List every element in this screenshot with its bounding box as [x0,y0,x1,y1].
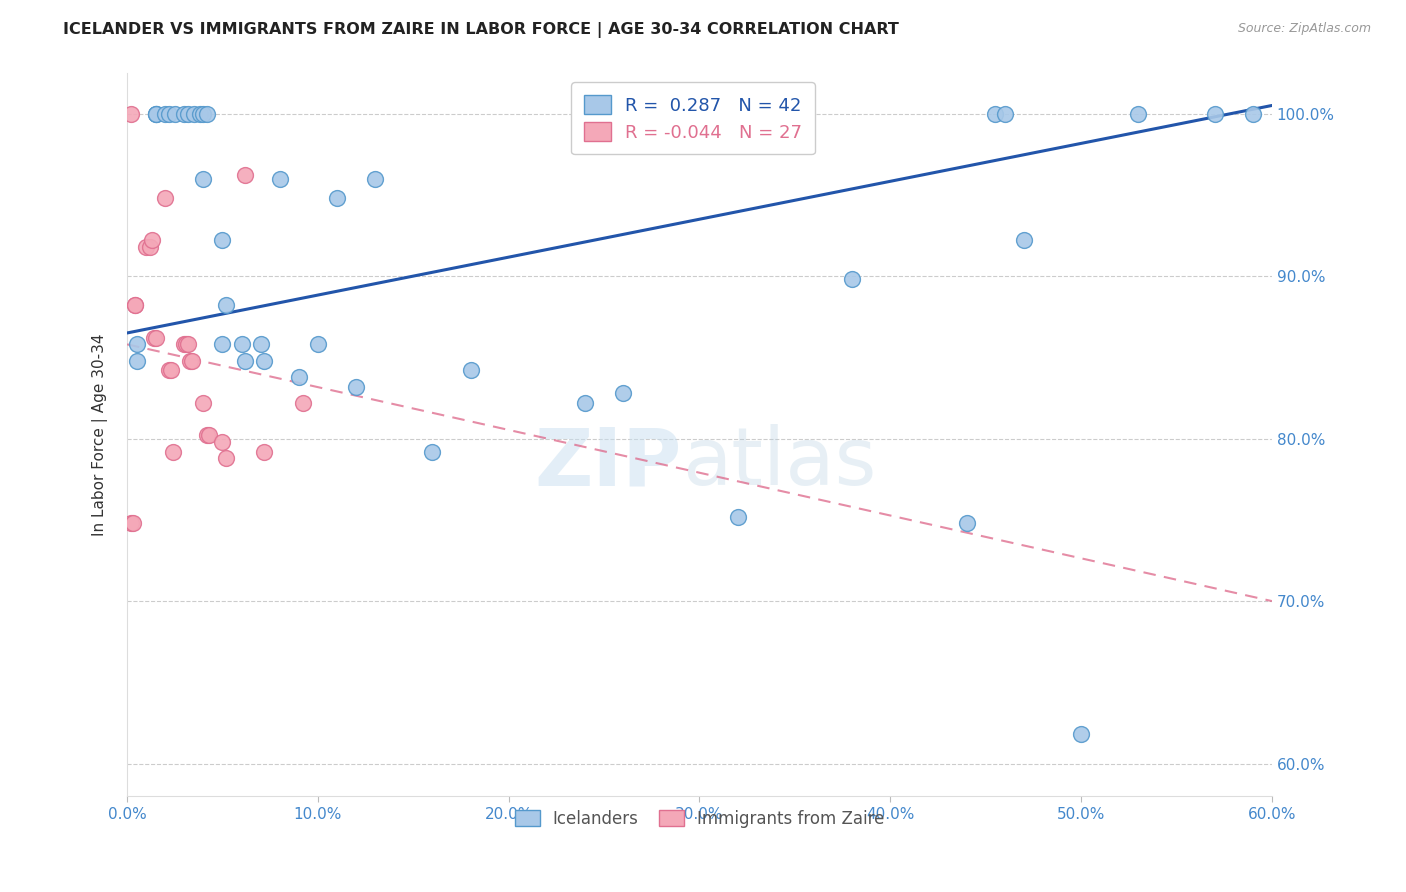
Point [1012,233,1035,247]
Point [121,516,143,530]
Point [162,444,184,458]
Point [141,233,163,247]
Point [195,428,218,442]
Point [135,240,157,254]
Point [145,106,167,120]
Point [120,516,142,530]
Point [177,337,200,351]
Y-axis label: In Labor Force | Age 30-34: In Labor Force | Age 30-34 [93,334,108,536]
Point [307,337,329,351]
Point [344,379,367,393]
Text: ZIP: ZIP [534,425,682,502]
Point [124,298,146,312]
Point [326,191,349,205]
Legend: Icelanders, Immigrants from Zaire: Icelanders, Immigrants from Zaire [508,804,891,835]
Point [460,363,482,377]
Point [235,353,257,368]
Point [288,369,311,384]
Point [198,428,221,442]
Point [157,106,180,120]
Point [291,396,314,410]
Point [422,444,444,458]
Point [1241,106,1264,120]
Point [125,337,148,351]
Point [364,171,387,186]
Point [177,106,200,120]
Point [193,396,215,410]
Point [173,337,195,351]
Point [183,106,205,120]
Point [181,353,204,368]
Point [253,353,276,368]
Point [253,444,276,458]
Point [231,337,253,351]
Point [574,396,596,410]
Point [249,337,271,351]
Point [211,434,233,449]
Point [179,353,201,368]
Point [841,272,863,286]
Point [174,337,197,351]
Point [160,363,183,377]
Point [173,106,195,120]
Point [215,451,238,466]
Point [269,171,291,186]
Point [612,386,634,401]
Point [145,106,167,120]
Point [124,298,146,312]
Text: atlas: atlas [682,425,877,502]
Point [188,106,211,120]
Point [193,106,215,120]
Point [145,106,167,120]
Point [139,240,162,254]
Text: ICELANDER VS IMMIGRANTS FROM ZAIRE IN LABOR FORCE | AGE 30-34 CORRELATION CHART: ICELANDER VS IMMIGRANTS FROM ZAIRE IN LA… [63,22,900,38]
Point [955,516,977,530]
Point [211,337,233,351]
Point [125,353,148,368]
Point [1204,106,1226,120]
Point [155,106,177,120]
Point [163,106,186,120]
Point [120,106,142,120]
Point [211,233,233,247]
Point [215,298,238,312]
Point [157,363,180,377]
Point [142,331,165,345]
Point [235,169,257,183]
Point [984,106,1007,120]
Point [155,191,177,205]
Point [994,106,1017,120]
Point [145,331,167,345]
Point [193,171,215,186]
Text: Source: ZipAtlas.com: Source: ZipAtlas.com [1237,22,1371,36]
Point [727,509,749,524]
Point [1128,106,1150,120]
Point [1070,727,1092,741]
Point [195,106,218,120]
